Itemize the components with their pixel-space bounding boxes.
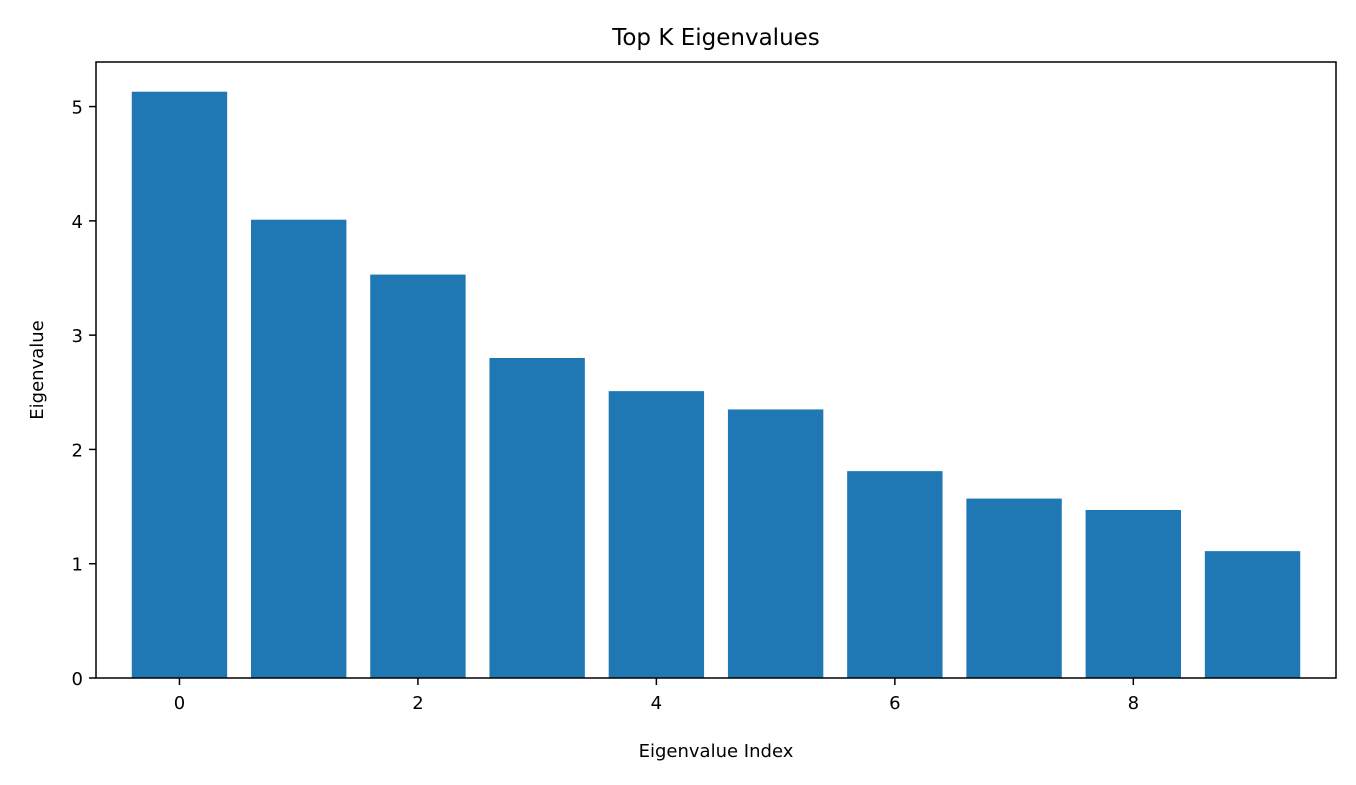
y-tick-label-1: 1 [72,555,83,576]
bar-9 [1204,551,1301,678]
y-tick-label-4: 4 [72,212,83,233]
x-tick-label-2: 2 [412,693,423,714]
x-axis-label: Eigenvalue Index [639,741,794,762]
bar-8 [1085,510,1181,678]
x-tick-label-6: 6 [889,693,900,714]
x-tick-label-0: 0 [174,693,185,714]
plot-frame [95,61,1337,679]
x-ticks-group: 0 2 4 6 8 [174,678,1139,714]
bar-1 [251,219,347,678]
bar-3 [489,358,585,678]
bar-4 [608,391,705,678]
y-tick-label-3: 3 [72,326,83,347]
bar-2 [370,274,466,678]
chart-title: Top K Eigenvalues [611,25,820,51]
x-tick-label-8: 8 [1128,693,1139,714]
bar-0 [131,91,228,678]
bar-7 [966,498,1062,678]
bars-group [131,91,1301,678]
y-tick-label-0: 0 [72,669,83,690]
y-tick-label-5: 5 [72,98,83,119]
y-axis-label: Eigenvalue [27,320,48,419]
y-ticks-group: 0 1 2 3 4 5 [72,98,96,690]
bar-5 [727,409,824,678]
y-tick-label-2: 2 [72,440,83,461]
x-tick-label-4: 4 [651,693,662,714]
bar-6 [847,471,943,678]
